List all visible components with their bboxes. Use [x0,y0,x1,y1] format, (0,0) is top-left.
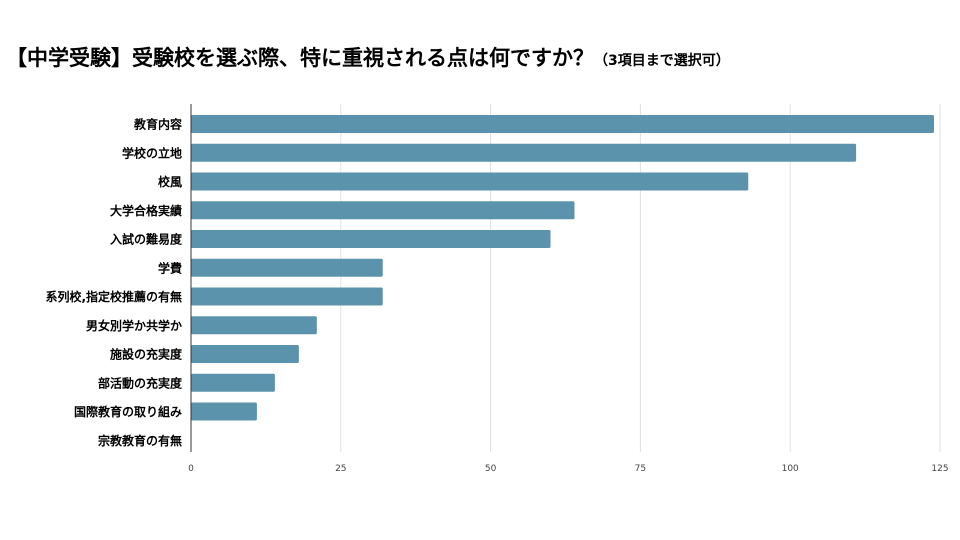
x-tick-label-25: 25 [335,464,346,474]
bar-5 [191,258,383,277]
x-tick-label-125: 125 [931,464,948,474]
tick-labels: 0 25 50 75 100 125 [188,464,948,474]
category-label-0: 教育内容 [133,117,182,132]
category-label-9: 部活動の充実度 [98,375,183,390]
bar-3 [191,201,575,220]
bar-1 [191,143,857,162]
chart-title-sub: （3項目まで選択可） [594,53,730,69]
category-label-6: 系列校,指定校推薦の有無 [45,289,182,304]
bars [191,115,935,421]
category-label-4: 入試の難易度 [110,232,183,247]
category-label-1: 学校の立地 [122,145,182,160]
category-label-7: 男女別学か共学か [86,318,182,333]
category-label-10: 国際教育の取り組み [74,404,182,419]
bar-10 [191,402,257,421]
bar-6 [191,287,383,306]
x-tick-label-50: 50 [485,464,497,474]
x-tick-label-100: 100 [782,464,799,474]
bar-7 [191,316,317,335]
category-label-2: 校風 [158,174,182,189]
category-labels: 教育内容学校の立地校風大学合格実績入試の難易度学費系列校,指定校推薦の有無男女別… [45,117,183,448]
x-tick-label-0: 0 [188,464,194,474]
gridlines [340,104,941,452]
bar-2 [191,172,749,191]
chart-title: 【中学受験】受験校を選ぶ際、特に重視される点は何ですか？（3項目まで選択可） [6,40,956,79]
bar-4 [191,230,551,248]
category-label-5: 学費 [158,260,182,275]
chart-title-main: 【中学受験】受験校を選ぶ際、特に重視される点は何ですか？ [6,46,594,70]
category-label-3: 大学合格実績 [110,203,182,218]
category-label-11: 宗教教育の有無 [98,433,182,448]
x-tick-label-75: 75 [635,464,646,474]
bar-0 [191,115,935,133]
bar-9 [191,373,275,392]
bar-8 [191,345,299,363]
category-label-8: 施設の充実度 [110,347,183,362]
